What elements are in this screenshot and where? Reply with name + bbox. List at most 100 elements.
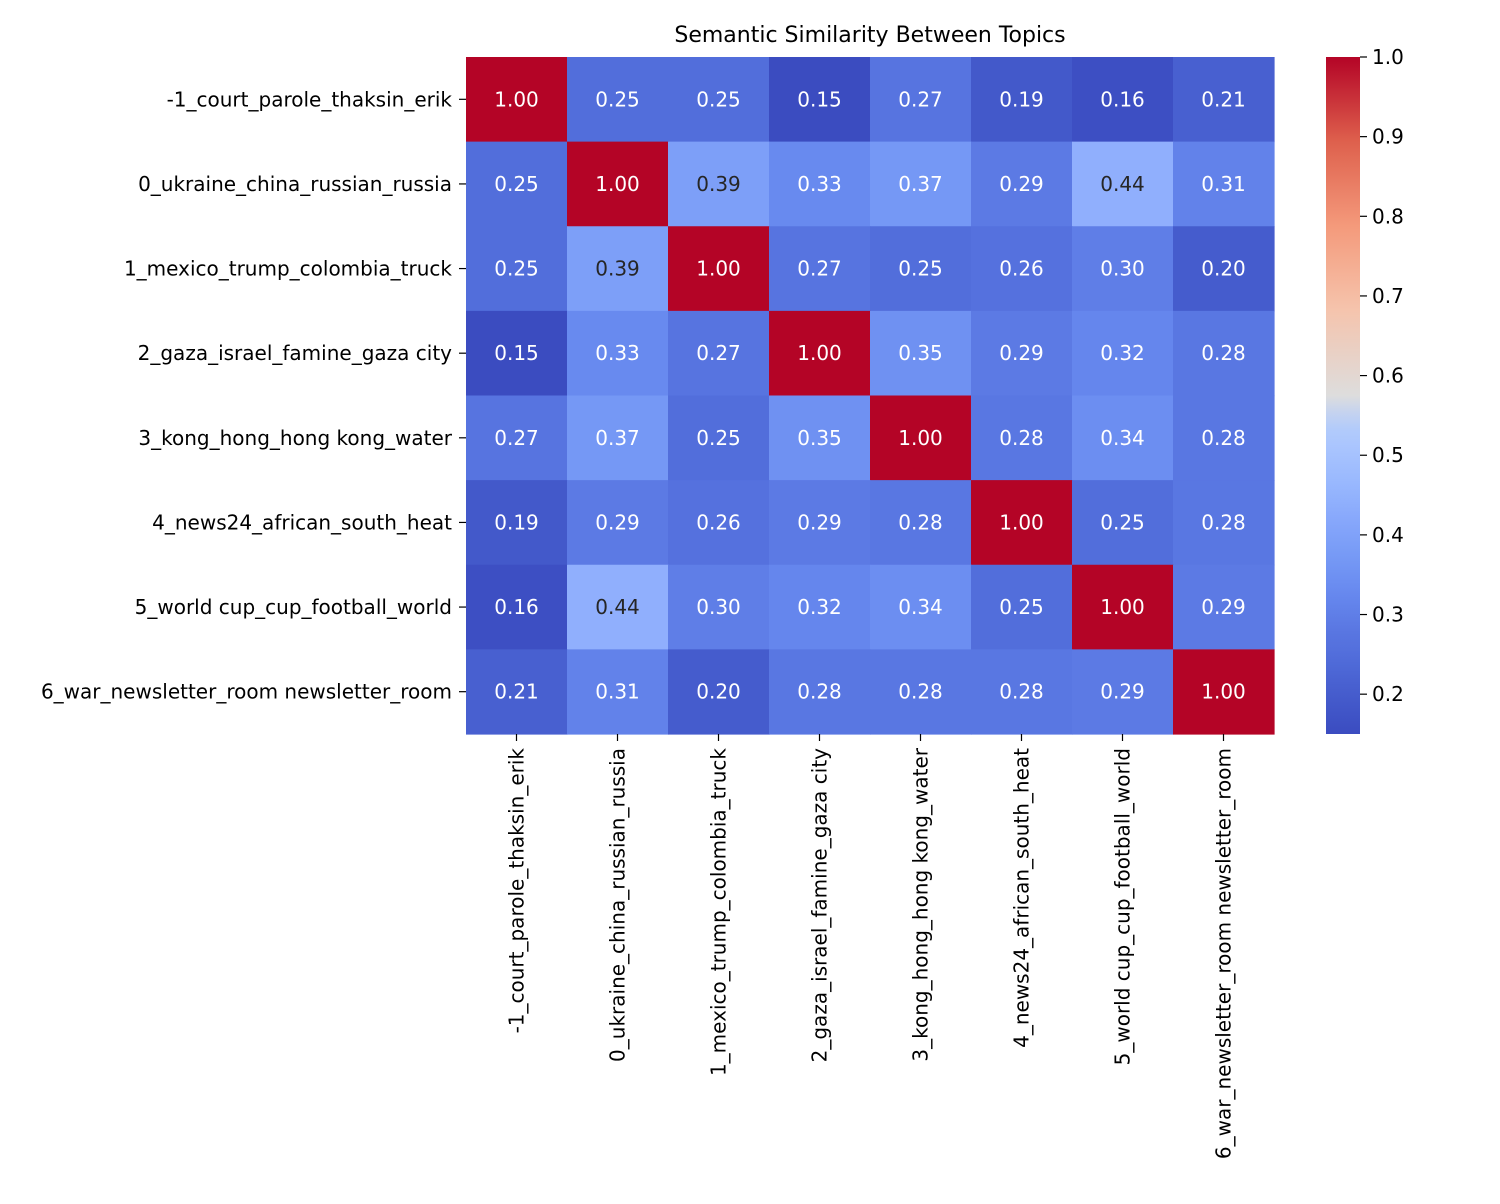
- heatmap-cell: [567, 57, 669, 143]
- cell-value-label: 0.25: [595, 87, 640, 111]
- heatmap-cell: [971, 310, 1073, 397]
- colorbar-tick-label: 0.3: [1372, 603, 1404, 627]
- colorbar-tick-label: 0.7: [1372, 284, 1404, 308]
- heatmap-cell: [466, 480, 568, 566]
- heatmap-cell: [870, 141, 972, 227]
- y-tick-label: 0_ukraine_china_russian_russia: [138, 172, 452, 196]
- heatmap-cell: [769, 480, 871, 566]
- heatmap-cell: [1173, 395, 1275, 481]
- heatmap-cell: [567, 141, 669, 227]
- cell-value-label: 1.00: [696, 257, 741, 281]
- heatmap-cells: [466, 57, 1275, 735]
- cell-value-label: 0.29: [1201, 595, 1246, 619]
- heatmap-cell: [1173, 57, 1275, 143]
- x-tick-label: 3_kong_hong_hong kong_water: [909, 747, 933, 1061]
- heatmap-cell: [1072, 57, 1174, 143]
- cell-value-label: 1.00: [999, 510, 1044, 534]
- heatmap-cell: [769, 649, 871, 735]
- heatmap-cell: [1072, 480, 1174, 566]
- cell-value-label: 1.00: [494, 87, 539, 111]
- cell-value-label: 0.20: [696, 680, 741, 704]
- cell-value-label: 0.16: [1100, 87, 1145, 111]
- cell-value-label: 0.28: [999, 426, 1044, 450]
- heatmap-cell: [870, 310, 972, 397]
- heatmap-cell: [567, 649, 669, 735]
- heatmap-cell: [971, 57, 1073, 143]
- heatmap-cell: [567, 480, 669, 566]
- cell-value-label: 0.37: [595, 426, 640, 450]
- heatmap-cell: [668, 480, 770, 566]
- colorbar-tick-label: 0.2: [1372, 682, 1404, 706]
- cell-value-label: 0.29: [1100, 680, 1145, 704]
- heatmap-cell: [1072, 395, 1174, 481]
- cell-value-label: 0.33: [595, 341, 640, 365]
- cell-value-label: 0.21: [494, 680, 539, 704]
- cell-value-label: 1.00: [797, 341, 842, 365]
- heatmap-cell: [971, 141, 1073, 227]
- cell-value-label: 0.20: [1201, 257, 1246, 281]
- cell-value-label: 0.16: [494, 595, 539, 619]
- cell-value-label: 0.28: [1201, 426, 1246, 450]
- heatmap-cell: [466, 564, 568, 650]
- cell-value-label: 0.29: [797, 510, 842, 534]
- colorbar-tick-label: 1.0: [1372, 45, 1404, 69]
- cell-value-label: 0.32: [797, 595, 842, 619]
- colorbar-tick-label: 0.5: [1372, 443, 1404, 467]
- cell-value-label: 0.44: [595, 595, 640, 619]
- heatmap-cell: [668, 57, 770, 143]
- x-tick-label: 2_gaza_israel_famine_gaza city: [808, 748, 832, 1063]
- y-tick-label: 3_kong_hong_hong kong_water: [138, 426, 452, 450]
- y-tick-label: 1_mexico_trump_colombia_truck: [124, 257, 452, 281]
- heatmap-cell: [870, 57, 972, 143]
- y-tick-label: 4_news24_african_south_heat: [152, 510, 452, 534]
- cell-value-label: 0.25: [696, 426, 741, 450]
- heatmap-cell: [466, 649, 568, 735]
- heatmap-cell: [971, 649, 1073, 735]
- cell-value-label: 0.29: [999, 341, 1044, 365]
- heatmap-annotations: 1.00 0.25 0.25 0.15 0.27 0.19 0.16 0.21 0.25 1.00…: [494, 87, 1246, 703]
- heatmap-cell: [1173, 310, 1275, 397]
- heatmap-cell: [668, 564, 770, 650]
- cell-value-label: 0.28: [898, 510, 943, 534]
- heatmap-cell: [668, 395, 770, 481]
- cell-value-label: 1.00: [1201, 680, 1246, 704]
- x-tick-label: 4_news24_african_south_heat: [1010, 748, 1034, 1048]
- heatmap-cell: [769, 57, 871, 143]
- x-tick-label: 6_war_newsletter_room newsletter_room: [1212, 748, 1236, 1159]
- cell-value-label: 0.34: [1100, 426, 1145, 450]
- heatmap-cell: [668, 226, 770, 312]
- heatmap-cell: [1173, 564, 1275, 650]
- cell-value-label: 0.19: [494, 510, 539, 534]
- cell-value-label: 0.26: [696, 510, 741, 534]
- cell-value-label: 0.37: [898, 172, 943, 196]
- cell-value-label: 0.33: [797, 172, 842, 196]
- heatmap-cell: [668, 649, 770, 735]
- y-tick-label: 5_world cup_cup_football_world: [135, 595, 452, 619]
- cell-value-label: 1.00: [898, 426, 943, 450]
- heatmap-cell: [870, 564, 972, 650]
- heatmap-cell: [971, 564, 1073, 650]
- cell-value-label: 0.27: [797, 257, 842, 281]
- heatmap-cell: [1072, 310, 1174, 397]
- cell-value-label: 0.39: [595, 257, 640, 281]
- colorbar-tick-label: 0.4: [1372, 523, 1404, 547]
- colorbar: 0.2 0.3 0.4 0.5 0.6 0.7 0.8 0.9 1.0: [1326, 45, 1404, 734]
- heatmap-cell: [1072, 226, 1174, 312]
- cell-value-label: 0.26: [999, 257, 1044, 281]
- cell-value-label: 0.15: [494, 341, 539, 365]
- heatmap-cell: [870, 649, 972, 735]
- heatmap-cell: [769, 564, 871, 650]
- heatmap-cell: [466, 57, 568, 143]
- y-axis-tick-labels: -1_court_parole_thaksin_erik 0_ukraine_ch…: [41, 87, 466, 704]
- cell-value-label: 0.30: [1100, 257, 1145, 281]
- cell-value-label: 0.25: [494, 257, 539, 281]
- cell-value-label: 0.28: [1201, 510, 1246, 534]
- heatmap-cell: [971, 395, 1073, 481]
- y-tick-label: 2_gaza_israel_famine_gaza city: [138, 341, 453, 365]
- heatmap-cell: [1072, 141, 1174, 227]
- cell-value-label: 0.34: [898, 595, 943, 619]
- heatmap-cell: [1173, 226, 1275, 312]
- cell-value-label: 0.28: [1201, 341, 1246, 365]
- cell-value-label: 0.25: [898, 257, 943, 281]
